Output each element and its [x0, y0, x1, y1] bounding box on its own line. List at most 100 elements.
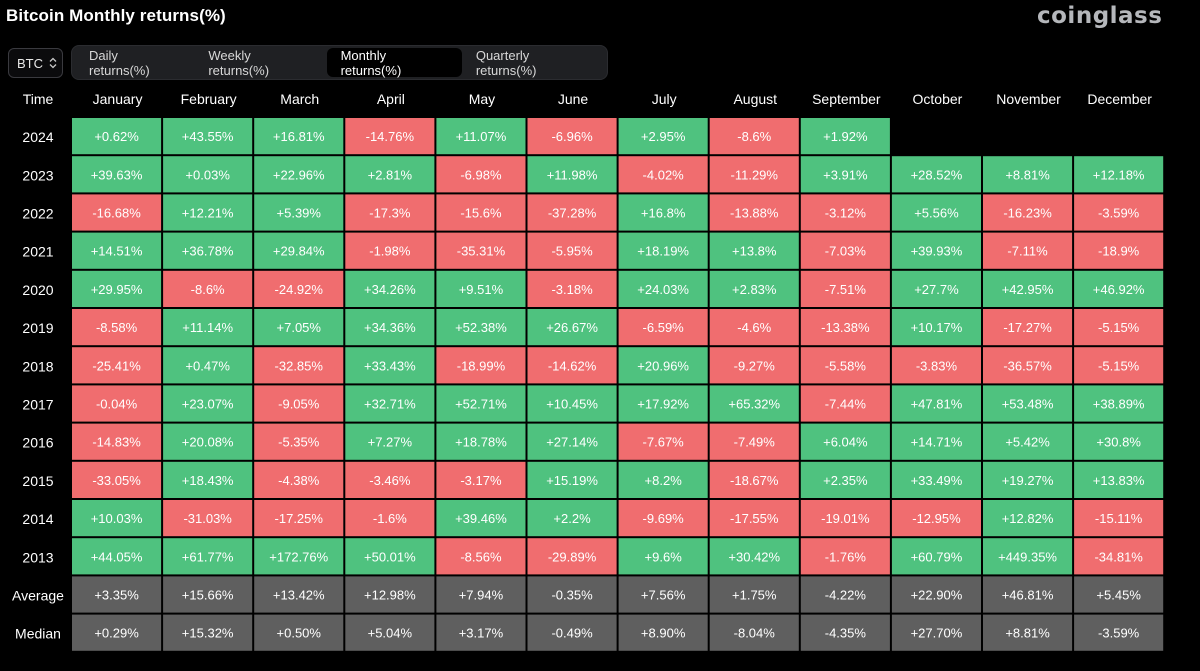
month-header-january: January	[93, 91, 143, 107]
return-cell	[254, 309, 344, 346]
return-value: +172.76%	[269, 549, 328, 564]
tab-weekly-returns[interactable]: Weekly returns(%)	[208, 47, 270, 78]
return-value: +46.81%	[1002, 588, 1054, 603]
return-value: +11.98%	[547, 167, 598, 182]
return-cell	[1074, 385, 1164, 422]
return-cell	[709, 385, 799, 422]
return-cell	[983, 576, 1073, 613]
return-cell	[983, 194, 1073, 231]
tab-daily-returns[interactable]: Daily returns(%)	[89, 47, 150, 78]
return-value: +2.83%	[732, 282, 777, 297]
return-value: +10.17%	[911, 320, 963, 335]
return-value: -3.18%	[551, 282, 593, 297]
month-header-october: October	[913, 91, 963, 107]
return-value: +7.56%	[641, 588, 686, 603]
return-cell	[709, 500, 799, 537]
return-cell	[800, 461, 890, 498]
return-cell	[1074, 461, 1164, 498]
year-label: 2021	[22, 244, 53, 260]
return-value: -5.95%	[551, 244, 593, 259]
return-value: +27.70%	[911, 626, 963, 641]
return-value: -7.44%	[825, 397, 867, 412]
return-value: +7.94%	[459, 588, 504, 603]
return-value: -8.04%	[734, 626, 776, 641]
return-cell	[709, 309, 799, 346]
return-value: +33.43%	[364, 358, 416, 373]
return-cell	[345, 194, 435, 231]
return-cell	[436, 309, 526, 346]
return-value: -16.23%	[1003, 206, 1052, 221]
return-cell	[800, 538, 890, 575]
month-header-may: May	[469, 91, 495, 107]
return-cell	[436, 156, 526, 193]
return-cell	[345, 500, 435, 537]
return-cell	[345, 309, 435, 346]
return-value: +32.71%	[364, 397, 416, 412]
asset-select[interactable]: BTC	[8, 48, 63, 78]
return-value: -5.35%	[278, 435, 320, 450]
return-value: -3.12%	[825, 206, 867, 221]
return-value: -17.25%	[275, 511, 324, 526]
return-cell	[163, 309, 253, 346]
return-cell	[72, 500, 162, 537]
return-cell	[709, 156, 799, 193]
year-label: 2016	[22, 435, 53, 451]
time-column-header: Time	[23, 91, 54, 107]
up-down-chevron-icon	[49, 57, 57, 69]
return-cell	[345, 232, 435, 269]
return-value: +0.62%	[94, 129, 139, 144]
return-value: +29.84%	[273, 244, 325, 259]
return-value: +61.77%	[182, 549, 234, 564]
return-cell	[72, 270, 162, 307]
return-cell	[891, 461, 981, 498]
return-cell	[709, 118, 799, 155]
return-value: -14.62%	[548, 358, 597, 373]
month-header-december: December	[1087, 91, 1152, 107]
return-value: -3.46%	[369, 473, 411, 488]
return-cell	[345, 347, 435, 384]
return-cell	[800, 576, 890, 613]
return-cell	[709, 538, 799, 575]
return-cell	[163, 385, 253, 422]
return-cell	[618, 156, 708, 193]
return-cell	[800, 309, 890, 346]
return-cell	[709, 232, 799, 269]
return-value: +0.50%	[277, 626, 322, 641]
return-cell	[345, 385, 435, 422]
return-cell	[891, 194, 981, 231]
return-value: +34.26%	[364, 282, 416, 297]
return-value: +39.93%	[911, 244, 963, 259]
month-header-august: August	[733, 91, 777, 107]
return-value: -15.11%	[1095, 511, 1143, 526]
tab-quarterly-returns[interactable]: Quarterly returns(%)	[475, 47, 537, 78]
return-cell	[345, 576, 435, 613]
return-value: +30.42%	[728, 549, 780, 564]
return-value: +0.29%	[94, 626, 139, 641]
return-value: -1.98%	[369, 244, 411, 259]
return-cell	[709, 270, 799, 307]
return-cell	[709, 461, 799, 498]
return-cell	[436, 194, 526, 231]
return-value: -7.67%	[643, 435, 685, 450]
return-value: +3.17%	[459, 626, 504, 641]
return-value: +17.92%	[637, 397, 689, 412]
return-value: -8.6%	[191, 282, 225, 297]
return-value: +16.8%	[641, 206, 686, 221]
tab-monthly-returns[interactable]: Monthly returns(%)	[326, 48, 462, 78]
return-cell	[72, 538, 162, 575]
return-value: -4.38%	[278, 473, 320, 488]
return-value: -5.58%	[825, 358, 867, 373]
return-cell	[1074, 232, 1164, 269]
return-cell	[163, 614, 253, 651]
return-value: -15.6%	[460, 206, 502, 221]
return-cell	[891, 576, 981, 613]
return-cell	[983, 347, 1073, 384]
return-value: +27.14%	[546, 435, 598, 450]
return-value: -18.99%	[457, 358, 506, 373]
return-value: +8.81%	[1005, 626, 1050, 641]
month-header-april: April	[377, 91, 405, 107]
return-cell	[163, 118, 253, 155]
return-cell	[800, 347, 890, 384]
return-value: -24.92%	[275, 282, 324, 297]
return-cell	[983, 156, 1073, 193]
